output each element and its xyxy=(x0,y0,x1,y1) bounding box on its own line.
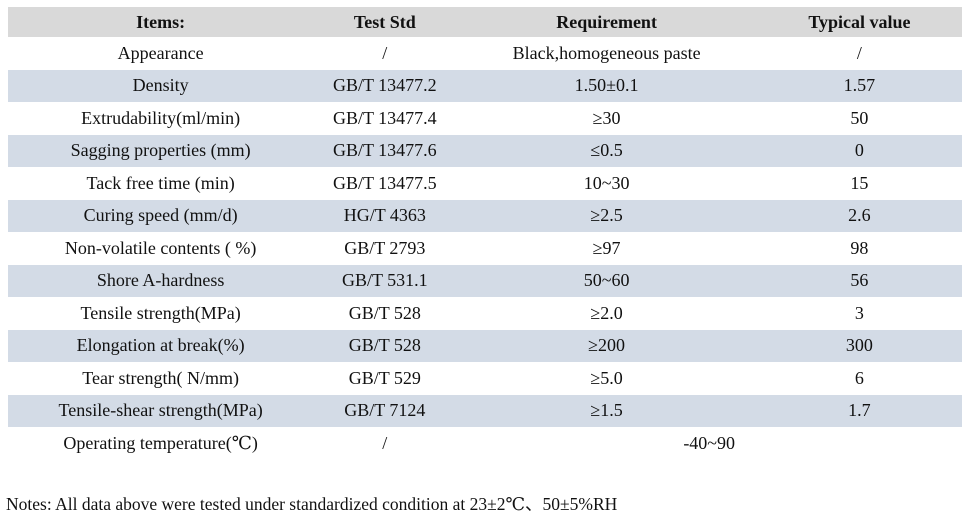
table-row: Shore A-hardness GB/T 531.1 50~60 56 xyxy=(8,264,962,297)
cell-test-std: GB/T 529 xyxy=(348,367,421,388)
cell-requirement: ≤0.5 xyxy=(456,134,757,167)
cell-test-std: GB/T 13477.5 xyxy=(332,172,437,193)
spec-table-body: Appearance / Black,homogeneous paste / Densi… xyxy=(8,37,962,460)
table-row: Tensile-shear strength(MPa) GB/T 7124 ≥1.5… xyxy=(8,394,962,427)
cell-test-std: / xyxy=(382,42,388,63)
cell-requirement: 50~60 xyxy=(456,264,757,297)
cell-requirement: ≥200 xyxy=(456,329,757,362)
cell-test-std: GB/T 528 xyxy=(348,302,421,323)
cell-requirement: ≥1.5 xyxy=(456,394,757,427)
cell-typical-value: 3 xyxy=(854,302,864,323)
cell-test-std: GB/T 531.1 xyxy=(313,264,457,297)
cell-test-std: / xyxy=(382,432,388,453)
cell-item: Sagging properties (mm) xyxy=(8,134,314,167)
cell-test-std: GB/T 2793 xyxy=(344,237,426,258)
cell-requirement: ≥2.5 xyxy=(456,199,757,232)
table-row: Sagging properties (mm) GB/T 13477.6 ≤0.5 0 xyxy=(8,134,962,167)
notes-text: Notes: All data above were tested under … xyxy=(6,494,618,514)
cell-requirement: 10~30 xyxy=(583,172,630,193)
column-header-requirement: Requirement xyxy=(456,7,757,37)
cell-item: Curing speed (mm/d) xyxy=(8,199,314,232)
cell-test-std: HG/T 4363 xyxy=(313,199,457,232)
cell-item: Shore A-hardness xyxy=(8,264,314,297)
cell-item: Elongation at break(%) xyxy=(8,329,314,362)
cell-typical-value: 300 xyxy=(756,329,962,362)
spec-table-header: Items: Test Std Requirement Typical valu… xyxy=(8,7,962,37)
cell-test-std: GB/T 528 xyxy=(313,329,457,362)
table-row: Operating temperature(℃) / -40~90 xyxy=(8,427,962,460)
cell-typical-value: 6 xyxy=(854,367,864,388)
header-row: Items: Test Std Requirement Typical valu… xyxy=(8,7,962,37)
cell-typical-value: 15 xyxy=(850,172,869,193)
cell-test-std: GB/T 13477.2 xyxy=(313,69,457,102)
table-row: Tack free time (min) GB/T 13477.5 10~30 15 xyxy=(8,167,962,200)
cell-item: Extrudability(ml/min) xyxy=(81,107,241,128)
cell-test-std: GB/T 13477.6 xyxy=(313,134,457,167)
spec-table: Items: Test Std Requirement Typical valu… xyxy=(8,7,962,460)
column-header-items: Items: xyxy=(8,7,314,37)
table-row: Tear strength( N/mm) GB/T 529 ≥5.0 6 xyxy=(8,362,962,395)
cell-typical-value: 1.57 xyxy=(756,69,962,102)
cell-requirement: 1.50±0.1 xyxy=(456,69,757,102)
cell-typical-value: 2.6 xyxy=(756,199,962,232)
cell-typical-value: 50 xyxy=(850,107,869,128)
cell-item: Density xyxy=(8,69,314,102)
table-row: Extrudability(ml/min) GB/T 13477.4 ≥30 50 xyxy=(8,102,962,135)
column-header-typical-value: Typical value xyxy=(756,7,962,37)
cell-test-std: GB/T 13477.4 xyxy=(332,107,437,128)
cell-typical-value: 56 xyxy=(756,264,962,297)
cell-requirement: ≥5.0 xyxy=(590,367,623,388)
cell-requirement: Black,homogeneous paste xyxy=(512,42,701,63)
cell-requirement: ≥30 xyxy=(592,107,621,128)
cell-item: Non-volatile contents ( %) xyxy=(64,237,257,258)
cell-typical-value: / xyxy=(856,42,862,63)
column-header-test-std: Test Std xyxy=(313,7,457,37)
cell-requirement: ≥2.0 xyxy=(590,302,623,323)
cell-typical-value: 0 xyxy=(756,134,962,167)
table-row: Curing speed (mm/d) HG/T 4363 ≥2.5 2.6 xyxy=(8,199,962,232)
cell-item: Appearance xyxy=(117,42,204,63)
cell-test-std: GB/T 7124 xyxy=(313,394,457,427)
cell-typical-value: 1.7 xyxy=(756,394,962,427)
cell-item: Tensile-shear strength(MPa) xyxy=(8,394,314,427)
table-row: Density GB/T 13477.2 1.50±0.1 1.57 xyxy=(8,69,962,102)
cell-item: Tensile strength(MPa) xyxy=(80,302,241,323)
table-row: Appearance / Black,homogeneous paste / xyxy=(8,37,962,70)
cell-item: Operating temperature(℃) xyxy=(63,432,258,453)
cell-requirement: ≥97 xyxy=(592,237,621,258)
cell-typical-value: 98 xyxy=(850,237,869,258)
cell-item: Tear strength( N/mm) xyxy=(82,367,239,388)
cell-item: Tack free time (min) xyxy=(86,172,235,193)
table-row: Tensile strength(MPa) GB/T 528 ≥2.0 3 xyxy=(8,297,962,330)
cell-requirement-merged: -40~90 xyxy=(683,432,736,453)
table-row: Elongation at break(%) GB/T 528 ≥200 300 xyxy=(8,329,962,362)
table-row: Non-volatile contents ( %) GB/T 2793 ≥97 98 xyxy=(8,232,962,265)
